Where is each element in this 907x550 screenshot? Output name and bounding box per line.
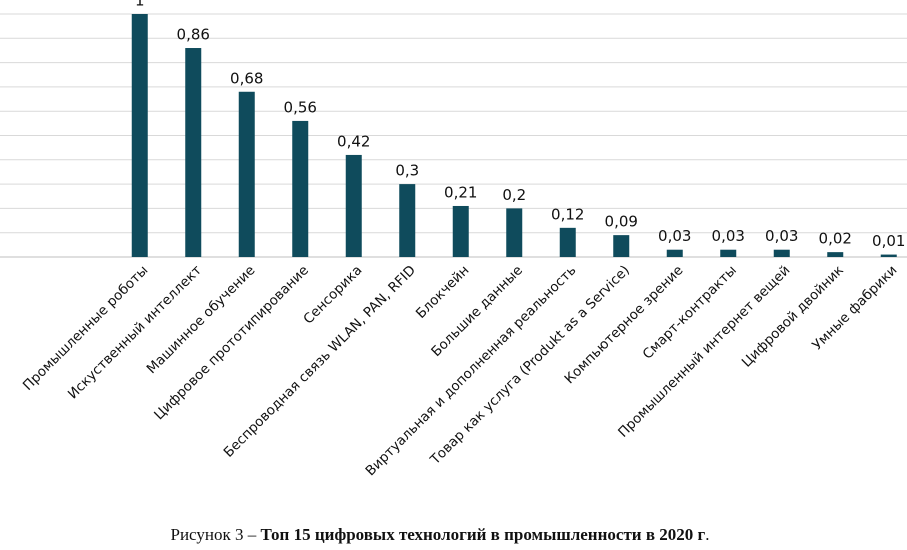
bar xyxy=(506,208,523,257)
x-tick-label: Большие данные xyxy=(428,262,526,360)
value-label: 0,86 xyxy=(177,26,210,44)
caption-title: Топ 15 цифровых технологий в промышленно… xyxy=(260,525,706,544)
value-label: 0,2 xyxy=(502,186,526,204)
value-label: 0,42 xyxy=(337,132,370,150)
bar xyxy=(345,154,362,257)
value-label: 0,21 xyxy=(444,183,477,201)
bar xyxy=(720,249,737,257)
value-label: 0,03 xyxy=(765,227,798,245)
caption-end: . xyxy=(705,525,710,544)
value-label: 0,56 xyxy=(284,98,317,116)
value-label: 0,03 xyxy=(658,227,691,245)
bar xyxy=(131,14,148,257)
caption: Рисунок 3 – Топ 15 цифровых технологий в… xyxy=(0,525,880,545)
bar xyxy=(880,254,897,257)
bar xyxy=(559,227,576,257)
value-label: 0,09 xyxy=(605,213,638,231)
value-label: 1 xyxy=(135,0,145,10)
bar xyxy=(613,235,630,257)
bar xyxy=(666,249,683,257)
x-tick-label: Цифровой двойник xyxy=(739,262,847,370)
x-tick-label: Смарт-контракты xyxy=(640,262,740,362)
value-label: 0,02 xyxy=(819,230,852,248)
caption-prefix: Рисунок 3 – xyxy=(170,525,257,544)
x-tick-label: Машинное обучение xyxy=(144,262,259,377)
value-label: 0,01 xyxy=(872,232,905,250)
bar xyxy=(399,184,416,257)
bar xyxy=(452,205,469,257)
value-label: 0,3 xyxy=(395,162,419,180)
x-tick-label: Беспроводная связь WLAN, PAN, RFID xyxy=(221,262,419,460)
bar xyxy=(827,252,844,257)
bar xyxy=(238,91,255,257)
value-label: 0,03 xyxy=(712,227,745,245)
value-label: 0,68 xyxy=(230,69,263,87)
x-tick-label: Товар как услуга (Produkt as a Service) xyxy=(427,262,633,468)
value-label: 0,12 xyxy=(551,205,584,223)
bar xyxy=(773,249,790,257)
bar xyxy=(185,48,202,257)
bar xyxy=(292,120,309,257)
